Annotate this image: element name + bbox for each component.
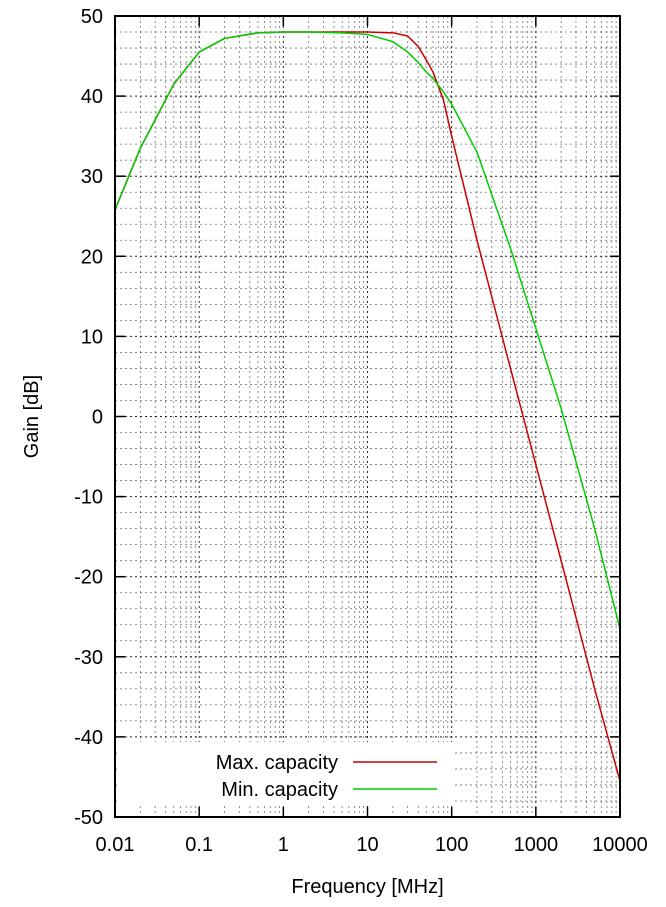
y-tick-label: -20 xyxy=(74,567,103,589)
y-tick-label: 30 xyxy=(81,166,103,188)
y-tick-label: -30 xyxy=(74,647,103,669)
x-tick-label: 0.1 xyxy=(185,834,213,856)
x-axis-label: Frequency [MHz] xyxy=(291,876,443,898)
y-tick-label: 40 xyxy=(81,86,103,108)
x-tick-label: 10000 xyxy=(592,834,648,856)
x-tick-label: 0.01 xyxy=(96,834,135,856)
y-tick-label: 0 xyxy=(92,407,103,429)
x-tick-label: 1000 xyxy=(514,834,559,856)
legend-background xyxy=(117,742,453,804)
ticks: 0.01 0.1 1 10 100 1000 10000 -50 -40 -30 -20 -10 0 10… xyxy=(74,6,648,856)
legend-label: Min. capacity xyxy=(221,779,338,801)
legend-label: Max. capacity xyxy=(216,752,338,774)
x-tick-label: 1 xyxy=(278,834,289,856)
y-tick-label: -50 xyxy=(74,807,103,829)
y-axis-label: Gain [dB] xyxy=(21,375,43,458)
x-tick-label: 10 xyxy=(356,834,378,856)
series-line-min-capacity xyxy=(114,31,621,629)
y-tick-label: 50 xyxy=(81,6,103,28)
grid xyxy=(114,15,621,818)
legend: Max. capacity Min. capacity xyxy=(117,742,453,804)
y-tick-label: 10 xyxy=(81,326,103,348)
x-tick-label: 100 xyxy=(435,834,468,856)
y-tick-label: 20 xyxy=(81,246,103,268)
y-tick-label: -40 xyxy=(74,727,103,749)
series-layer xyxy=(114,31,621,782)
y-tick-label: -10 xyxy=(74,487,103,509)
